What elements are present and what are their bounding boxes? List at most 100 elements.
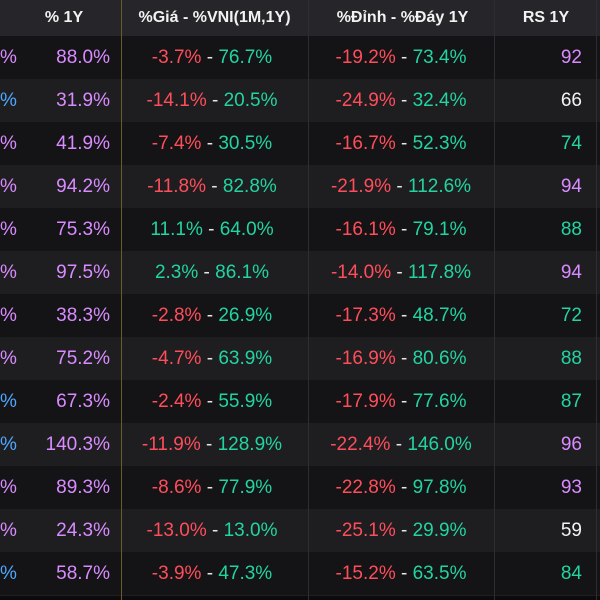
vni-value: 47.3% (218, 563, 273, 584)
gia-value: -2.4% (151, 391, 202, 412)
gia-value: -14.1% (146, 90, 207, 111)
cell-left-fragment: % (0, 434, 17, 455)
vni-value: 55.9% (218, 391, 273, 412)
cell-pct-1y: 88.0% (56, 47, 110, 68)
dinh-value: -17.3% (335, 305, 396, 326)
col-header-gia-vni[interactable]: %Giá - %VNI(1M,1Y) (138, 9, 291, 26)
column-divider (494, 0, 495, 600)
cell-pct-1y: 24.3% (56, 520, 110, 541)
dinh-value: -21.9% (330, 176, 392, 197)
vni-value: 76.7% (218, 47, 273, 68)
table-row[interactable]: % 24.3% -13.0% - 13.0% -25.1% - 29.9% 59 (0, 509, 600, 553)
dinh-value: -16.1% (335, 219, 396, 240)
day-value: 52.3% (412, 133, 467, 154)
cell-pct-1y: 58.7% (56, 563, 110, 584)
dinh-value: -15.2% (335, 563, 396, 584)
cell-gia-vni: -7.4% - 30.5% (122, 122, 302, 165)
cell-dinh-day: -25.1% - 29.9% (310, 509, 492, 552)
table-header: % 1Y %Giá - %VNI(1M,1Y) %Đỉnh - %Đáy 1Y … (0, 0, 600, 37)
col-header-pct-1y[interactable]: % 1Y (44, 9, 84, 26)
table-row[interactable]: % 38.3% -2.8% - 26.9% -17.3% - 48.7% 72 (0, 294, 600, 338)
vni-value: 82.8% (222, 176, 277, 197)
separator: - (395, 305, 413, 326)
column-divider (308, 0, 309, 600)
table-row[interactable]: % 94.2% -11.8% - 82.8% -21.9% - 112.6% 94 (0, 165, 600, 209)
day-value: 77.6% (412, 391, 467, 412)
cell-rs-1y: 88 (560, 219, 582, 240)
day-value: 79.1% (412, 219, 467, 240)
table-row[interactable]: % 89.3% -8.6% - 77.9% -22.8% - 97.8% 93 (0, 466, 600, 510)
cell-gia-vni: -11.9% - 128.9% (122, 423, 302, 466)
separator: - (395, 477, 413, 498)
gia-value: -4.7% (151, 348, 202, 369)
cell-dinh-day: -14.0% - 117.8% (310, 251, 492, 294)
separator: - (198, 262, 216, 283)
table-row[interactable]: % 75.3% 11.1% - 64.0% -16.1% - 79.1% 88 (0, 208, 600, 252)
gia-value: -11.8% (147, 176, 207, 197)
cell-gia-vni: -4.7% - 63.9% (122, 337, 302, 380)
col-header-dinh-day[interactable]: %Đỉnh - %Đáy 1Y (336, 9, 469, 26)
vni-value: 26.9% (218, 305, 273, 326)
separator: - (206, 90, 224, 111)
cell-left-fragment: % (0, 305, 17, 326)
separator: - (201, 477, 219, 498)
cell-pct-1y: 38.3% (56, 305, 110, 326)
cell-rs-1y: 96 (560, 434, 582, 455)
cell-dinh-day: -24.9% - 32.4% (310, 79, 492, 122)
table-row[interactable]: % 31.9% -14.1% - 20.5% -24.9% - 32.4% 66 (0, 79, 600, 123)
cell-dinh-day: -22.8% - 97.8% (310, 466, 492, 509)
vni-value: 63.9% (218, 348, 273, 369)
dinh-value: -16.9% (335, 348, 396, 369)
cell-pct-1y: 140.3% (45, 434, 110, 455)
cell-gia-vni: -2.8% - 26.9% (122, 294, 302, 337)
separator: - (391, 262, 409, 283)
separator: - (201, 563, 219, 584)
day-value: 32.4% (412, 90, 467, 111)
column-divider (121, 0, 122, 600)
cell-gia-vni: -2.4% - 55.9% (122, 380, 302, 423)
table-row[interactable]: % 88.0% -3.7% - 76.7% -19.2% - 73.4% 92 (0, 36, 600, 80)
cell-dinh-day: -22.4% - 146.0% (310, 423, 492, 466)
cell-left-fragment: % (0, 133, 17, 154)
table-row[interactable]: % 140.3% -11.9% - 128.9% -22.4% - 146.0% 96 (0, 423, 600, 467)
cell-rs-1y: 72 (560, 305, 582, 326)
cell-left-fragment: % (0, 563, 17, 584)
table-row[interactable]: % 58.7% -3.9% - 47.3% -15.2% - 63.5% 84 (0, 552, 600, 596)
cell-gia-vni: -8.6% - 77.9% (122, 466, 302, 509)
separator: - (206, 520, 224, 541)
table-row[interactable]: % 67.3% -2.4% - 55.9% -17.9% - 77.6% 87 (0, 380, 600, 424)
dinh-value: -22.8% (335, 477, 396, 498)
col-header-rs-1y[interactable]: RS 1Y (522, 9, 570, 26)
cell-pct-1y: 41.9% (56, 133, 110, 154)
table-row[interactable]: % 97.5% 2.3% - 86.1% -14.0% - 117.8% 94 (0, 251, 600, 295)
cell-pct-1y: 67.3% (56, 391, 110, 412)
cell-left-fragment: % (0, 219, 17, 240)
separator: - (201, 391, 219, 412)
separator: - (201, 348, 219, 369)
separator: - (391, 176, 409, 197)
separator: - (395, 133, 413, 154)
cell-rs-1y: 87 (560, 391, 582, 412)
day-value: 97.8% (412, 477, 467, 498)
vni-value: 13.0% (223, 520, 278, 541)
cell-left-fragment: % (0, 262, 17, 283)
cell-rs-1y: 94 (560, 176, 582, 197)
table-row[interactable]: % 75.2% -4.7% - 63.9% -16.9% - 80.6% 88 (0, 337, 600, 381)
separator: - (206, 176, 223, 197)
vni-value: 128.9% (217, 434, 283, 455)
table-row[interactable]: % 41.9% -7.4% - 30.5% -16.7% - 52.3% 74 (0, 122, 600, 166)
separator: - (395, 47, 413, 68)
cell-rs-1y: 74 (560, 133, 582, 154)
vni-value: 30.5% (218, 133, 273, 154)
separator: - (201, 133, 219, 154)
cell-pct-1y: 89.3% (56, 477, 110, 498)
cell-dinh-day: -19.2% - 73.4% (310, 36, 492, 79)
separator: - (390, 434, 408, 455)
day-value: 48.7% (412, 305, 467, 326)
separator: - (200, 434, 218, 455)
cell-dinh-day: -21.9% - 112.6% (310, 165, 492, 208)
separator: - (395, 90, 413, 111)
gia-value: -7.4% (151, 133, 202, 154)
cell-left-fragment: % (0, 477, 17, 498)
gia-value: -3.7% (151, 47, 202, 68)
